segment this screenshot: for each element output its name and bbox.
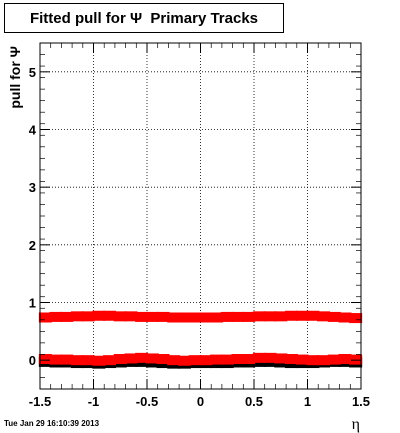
axes: -1.5 -1 -0.5 0 0.5 1 1.5 0 1 2 3 4 5	[29, 42, 370, 409]
data-point	[92, 355, 106, 366]
data-point	[145, 311, 159, 322]
data-point	[242, 311, 256, 322]
data-point	[156, 311, 170, 322]
data-point	[145, 353, 159, 364]
data-point	[242, 354, 256, 365]
data-point	[231, 311, 245, 322]
data-point	[263, 352, 277, 363]
data-point	[135, 311, 149, 322]
data-point	[220, 311, 234, 322]
data-point	[274, 311, 288, 322]
y-tick-label: 5	[29, 65, 36, 80]
chart-title: Fitted pull for Ψ Primary Tracks	[4, 3, 284, 33]
x-tick-label: -1	[88, 394, 100, 409]
data-point	[70, 355, 84, 366]
data-markers	[38, 310, 363, 369]
data-point	[306, 355, 320, 366]
data-point	[60, 354, 74, 365]
data-point	[92, 310, 106, 321]
timestamp-label: Tue Jan 29 16:10:39 2013	[4, 419, 100, 428]
data-point	[274, 353, 288, 364]
y-axis-label: pull for Ψ	[7, 46, 23, 109]
data-point	[338, 312, 352, 323]
data-point	[220, 354, 234, 365]
data-point	[167, 355, 181, 366]
y-tick-label: 3	[29, 180, 36, 195]
data-point	[60, 311, 74, 322]
data-point	[49, 354, 63, 365]
data-point	[124, 311, 138, 322]
x-tick-label: 0.5	[245, 394, 263, 409]
y-tick-label: 0	[29, 353, 36, 368]
data-point	[103, 355, 117, 366]
data-point	[231, 354, 245, 365]
data-point	[199, 355, 213, 366]
data-point	[338, 354, 352, 365]
grid-lines	[40, 43, 361, 389]
data-point	[252, 311, 266, 322]
data-point	[284, 310, 298, 321]
x-axis-label: η	[352, 416, 360, 433]
y-tick-label: 4	[29, 123, 37, 138]
data-point	[113, 354, 127, 365]
data-point	[177, 355, 191, 366]
data-point	[199, 312, 213, 323]
data-point	[70, 311, 84, 322]
data-point	[188, 312, 202, 323]
data-point	[284, 354, 298, 365]
data-point	[210, 354, 224, 365]
x-tick-label: 1.5	[352, 394, 370, 409]
data-point	[306, 310, 320, 321]
data-point	[113, 311, 127, 322]
data-point	[263, 311, 277, 322]
x-tick-label: -0.5	[136, 394, 158, 409]
x-tick-label: 0	[197, 394, 204, 409]
data-point	[81, 355, 95, 366]
y-tick-label: 2	[29, 238, 36, 253]
data-point	[327, 311, 341, 322]
data-point	[38, 354, 52, 365]
data-point	[49, 311, 63, 322]
data-point	[135, 352, 149, 363]
data-point	[327, 354, 341, 365]
data-point	[349, 313, 363, 324]
x-tick-label: 1	[304, 394, 311, 409]
data-point	[81, 311, 95, 322]
data-point	[317, 311, 331, 322]
data-point	[188, 355, 202, 366]
data-point	[167, 312, 181, 323]
data-point	[349, 354, 363, 365]
data-point	[317, 355, 331, 366]
data-point	[295, 354, 309, 365]
data-point	[38, 312, 52, 323]
data-point	[252, 352, 266, 363]
data-point	[210, 312, 224, 323]
data-point	[295, 310, 309, 321]
data-point	[156, 354, 170, 365]
y-tick-label: 1	[29, 296, 36, 311]
data-point	[103, 310, 117, 321]
data-point	[124, 353, 138, 364]
x-tick-label: -1.5	[29, 394, 51, 409]
data-point	[177, 312, 191, 323]
